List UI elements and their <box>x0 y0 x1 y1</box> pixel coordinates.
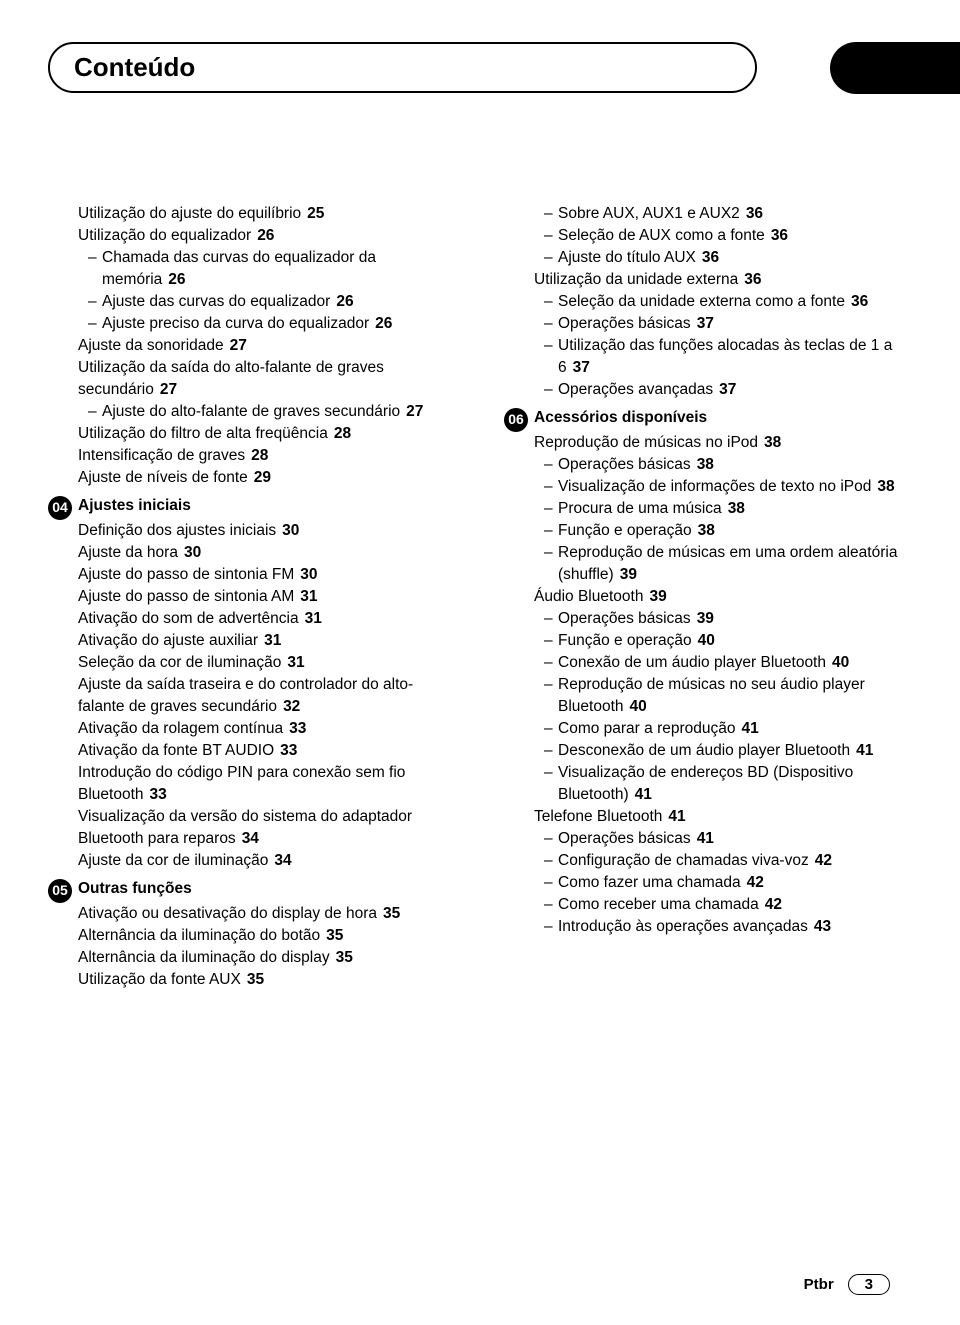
toc-entry: Alternância da iluminação do botão35 <box>78 925 456 947</box>
right-column: Sobre AUX, AUX1 e AUX236 Seleção de AUX … <box>504 203 912 991</box>
header-bar: Conteúdo <box>48 42 912 93</box>
toc-entry: Ativação do ajuste auxiliar31 <box>78 630 456 652</box>
section-04-header: 04 Ajustes iniciais <box>48 495 456 520</box>
toc-subentry: Como parar a reprodução41 <box>558 718 912 740</box>
toc-entry: Utilização da saída do alto-falante de g… <box>78 357 456 423</box>
toc-entry: Telefone Bluetooth41 Operações básicas41… <box>534 806 912 938</box>
toc-subentry: Ajuste do título AUX36 <box>558 247 912 269</box>
section-06-header: 06 Acessórios disponíveis <box>504 407 912 432</box>
toc-subentry: Reprodução de músicas no seu áudio playe… <box>558 674 912 718</box>
toc-subentry: Reprodução de músicas em uma ordem aleat… <box>558 542 912 586</box>
section-number-badge: 06 <box>504 408 528 432</box>
toc-entry: Intensificação de graves28 <box>78 445 456 467</box>
toc-subentry: Operações básicas37 <box>558 313 912 335</box>
toc-subentry: Operações básicas38 <box>558 454 912 476</box>
toc-subentry: Operações básicas41 <box>558 828 912 850</box>
toc-entry: Ajuste de níveis de fonte29 <box>78 467 456 489</box>
toc-subentry: Ajuste preciso da curva do equalizador26 <box>102 313 456 335</box>
toc-entry: Ajuste da sonoridade27 <box>78 335 456 357</box>
header-title-container: Conteúdo <box>48 42 757 93</box>
toc-columns: Utilização do ajuste do equilíbrio25 Uti… <box>48 203 912 991</box>
toc-subentry: Seleção da unidade externa como a fonte3… <box>558 291 912 313</box>
toc-subentry: Sobre AUX, AUX1 e AUX236 <box>558 203 912 225</box>
toc-subentry: Utilização das funções alocadas às tecla… <box>558 335 912 379</box>
section-05-header: 05 Outras funções <box>48 878 456 903</box>
toc-entry: Ajuste do passo de sintonia FM30 <box>78 564 456 586</box>
toc-subentry: Ajuste das curvas do equalizador26 <box>102 291 456 313</box>
toc-entry: Utilização da unidade externa36 Seleção … <box>534 269 912 401</box>
toc-entry: Ativação da fonte BT AUDIO33 <box>78 740 456 762</box>
toc-entry: Utilização do equalizador26 Chamada das … <box>78 225 456 335</box>
section-title: Ajustes iniciais <box>78 495 191 517</box>
section-number-badge: 05 <box>48 879 72 903</box>
toc-subentry: Como fazer uma chamada42 <box>558 872 912 894</box>
toc-subentry: Ajuste do alto-falante de graves secundá… <box>102 401 456 423</box>
toc-subentry: Introdução às operações avançadas43 <box>558 916 912 938</box>
section-06-list: Reprodução de músicas no iPod38 Operaçõe… <box>504 432 912 938</box>
footer-page-number: 3 <box>848 1274 890 1295</box>
toc-entry: Introdução do código PIN para conexão se… <box>78 762 456 806</box>
page-title: Conteúdo <box>74 52 195 82</box>
header-black-tab <box>830 42 960 94</box>
toc-entry: Seleção da cor de iluminação31 <box>78 652 456 674</box>
toc-subentry: Visualização de informações de texto no … <box>558 476 912 498</box>
footer-language: Ptbr <box>804 1276 834 1293</box>
toc-subentry: Visualização de endereços BD (Dispositiv… <box>558 762 912 806</box>
toc-entry: Ativação do som de advertência31 <box>78 608 456 630</box>
toc-entry: Ajuste da hora30 <box>78 542 456 564</box>
page-footer: Ptbr 3 <box>804 1274 890 1295</box>
toc-subentry: Função e operação38 <box>558 520 912 542</box>
toc-entry: Ajuste da saída traseira e do controlado… <box>78 674 456 718</box>
toc-entry: Utilização do filtro de alta freqüência2… <box>78 423 456 445</box>
toc-subentry: Configuração de chamadas viva-voz42 <box>558 850 912 872</box>
toc-subentry: Como receber uma chamada42 <box>558 894 912 916</box>
section-number-badge: 04 <box>48 496 72 520</box>
section-title: Acessórios disponíveis <box>534 407 707 429</box>
toc-entry: Ajuste do passo de sintonia AM31 <box>78 586 456 608</box>
toc-entry: Ativação da rolagem contínua33 <box>78 718 456 740</box>
section-05-list: Ativação ou desativação do display de ho… <box>48 903 456 991</box>
toc-entry: Ajuste da cor de iluminação34 <box>78 850 456 872</box>
toc-entry: Utilização do ajuste do equilíbrio25 <box>78 203 456 225</box>
toc-subentry: Função e operação40 <box>558 630 912 652</box>
left-column: Utilização do ajuste do equilíbrio25 Uti… <box>48 203 456 991</box>
toc-entry: Utilização da fonte AUX35 <box>78 969 456 991</box>
toc-subentry: Procura de uma música38 <box>558 498 912 520</box>
section-04-list: Definição dos ajustes iniciais30 Ajuste … <box>48 520 456 872</box>
toc-subentry: Operações avançadas37 <box>558 379 912 401</box>
toc-subentry: Operações básicas39 <box>558 608 912 630</box>
toc-right-continuation: Sobre AUX, AUX1 e AUX236 Seleção de AUX … <box>504 203 912 401</box>
manual-page: Conteúdo Utilização do ajuste do equilíb… <box>0 0 960 1325</box>
toc-subentry: Seleção de AUX como a fonte36 <box>558 225 912 247</box>
toc-entry: Ativação ou desativação do display de ho… <box>78 903 456 925</box>
toc-subentry: Desconexão de um áudio player Bluetooth4… <box>558 740 912 762</box>
toc-entry: Definição dos ajustes iniciais30 <box>78 520 456 542</box>
toc-subentry: Conexão de um áudio player Bluetooth40 <box>558 652 912 674</box>
toc-entry: Áudio Bluetooth39 Operações básicas39 Fu… <box>534 586 912 806</box>
section-title: Outras funções <box>78 878 192 900</box>
toc-subentry: Chamada das curvas do equalizador da mem… <box>102 247 456 291</box>
toc-entry: Visualização da versão do sistema do ada… <box>78 806 456 850</box>
toc-entry: Alternância da iluminação do display35 <box>78 947 456 969</box>
toc-entry: Reprodução de músicas no iPod38 Operaçõe… <box>534 432 912 586</box>
toc-continuation: Utilização do ajuste do equilíbrio25 Uti… <box>48 203 456 489</box>
